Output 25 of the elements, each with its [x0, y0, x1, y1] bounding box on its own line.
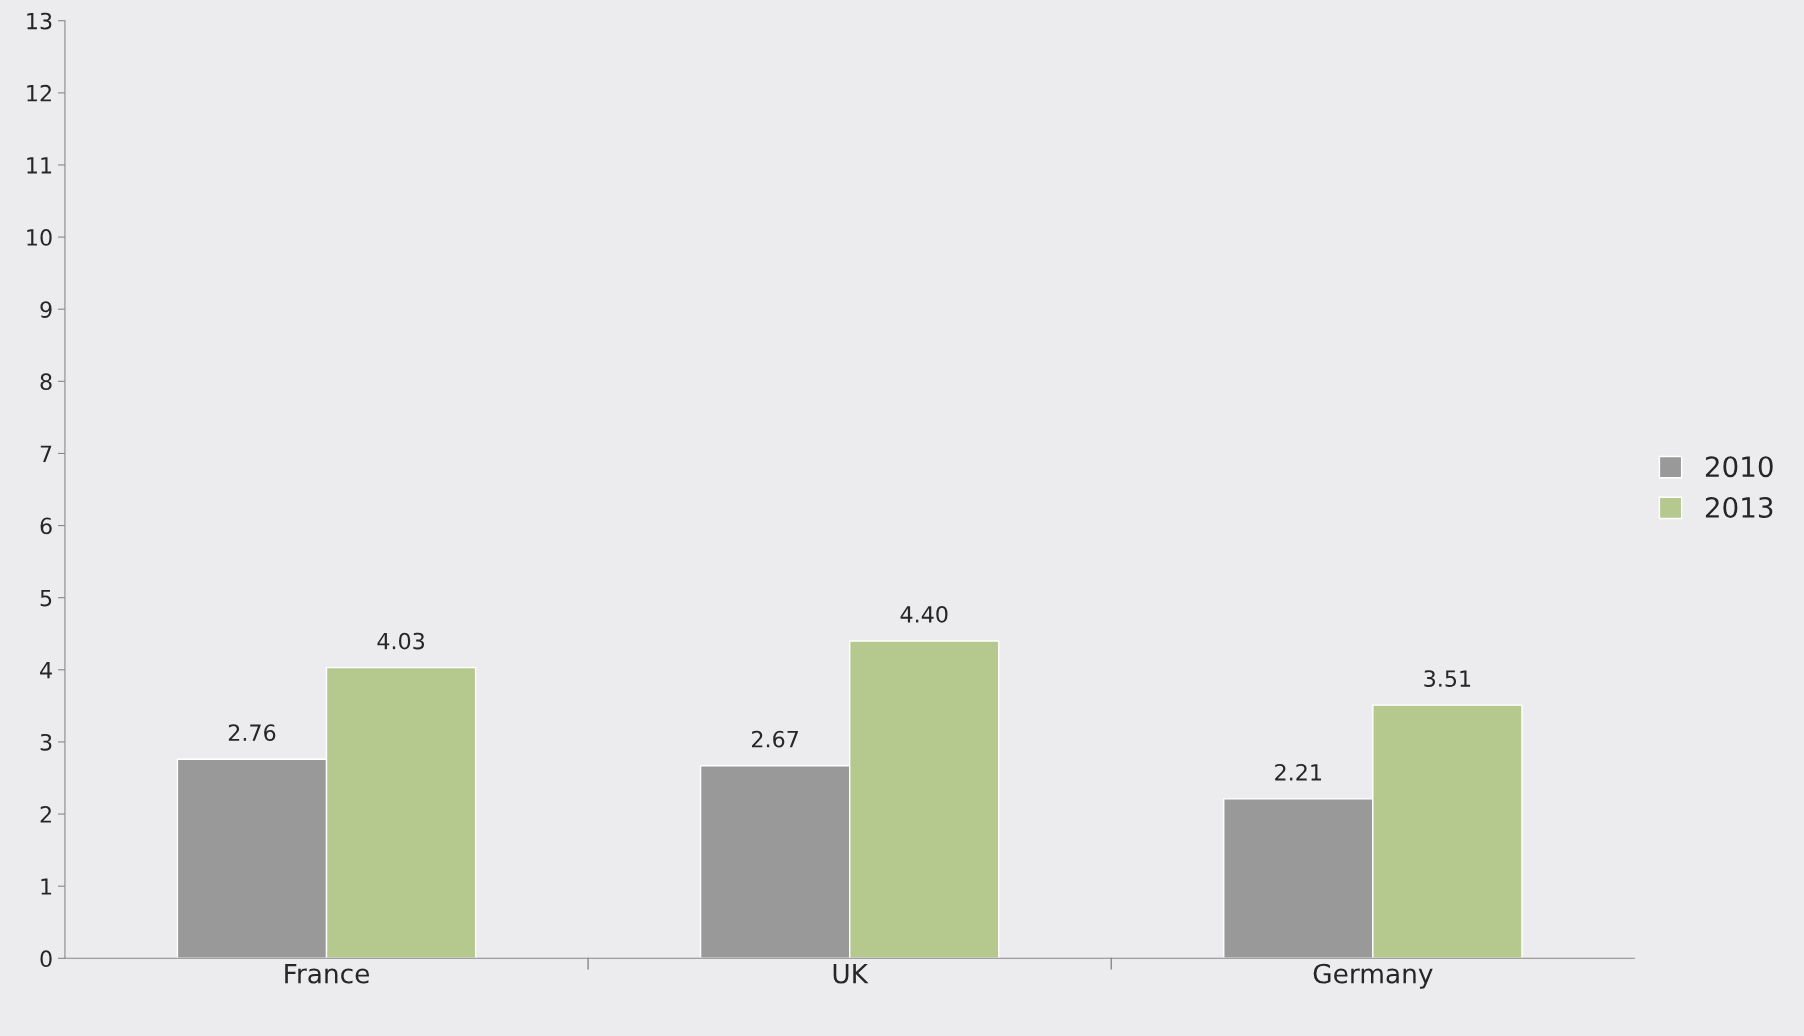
y-tick-label: 7 — [40, 445, 52, 462]
text: 3.51 — [1424, 670, 1471, 687]
y-tick-label: 5 — [40, 589, 52, 607]
text: 4.03 — [377, 632, 425, 650]
legend-label: 2010 — [1705, 456, 1773, 478]
text: 2.21 — [1275, 763, 1321, 781]
x-tick-label: France — [285, 963, 369, 984]
y-tick-label: 12 — [27, 84, 51, 102]
text: 2.76 — [228, 724, 276, 742]
x-tick-label: UK — [833, 963, 869, 984]
y-tick-label: 9 — [40, 301, 52, 318]
text: 4.40 — [900, 605, 948, 623]
y-tick-label: 10 — [27, 229, 52, 246]
legend-label: 2013 — [1705, 496, 1773, 518]
y-tick-label: 1 — [41, 878, 52, 895]
y-tick-label: 11 — [27, 157, 52, 174]
x-tick-label: Germany — [1313, 963, 1433, 989]
y-tick-label: 4 — [40, 662, 52, 679]
y-tick-label: 3 — [40, 733, 52, 751]
y-tick-label: 0 — [40, 950, 52, 968]
y-tick-label: 8 — [40, 373, 52, 391]
y-tick-label: 13 — [27, 12, 52, 30]
text: 2.67 — [752, 730, 798, 748]
y-tick-label: 6 — [40, 517, 52, 535]
y-tick-label: 2 — [40, 806, 51, 823]
